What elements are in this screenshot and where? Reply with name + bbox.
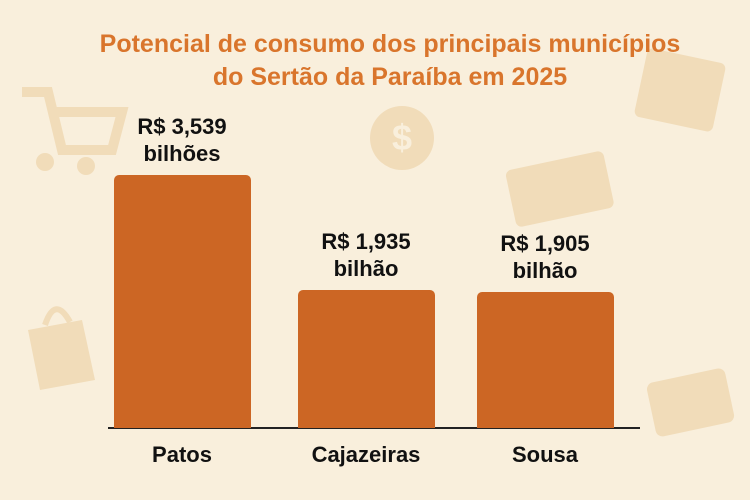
cart-wheel: [36, 153, 54, 171]
bill-icon: [505, 151, 614, 227]
data-label: R$ 3,539 bilhões: [137, 114, 227, 166]
coin-symbol: $: [392, 117, 412, 158]
coin-icon: [370, 106, 434, 170]
x-tick-label: Sousa: [511, 442, 579, 467]
baseline: [108, 427, 640, 429]
tag-icon: [634, 48, 726, 132]
cart-wheel: [77, 157, 95, 175]
data-label: R$ 1,935 bilhão: [321, 228, 411, 281]
bar: [297, 289, 435, 428]
x-tick-label: Patos: [152, 442, 212, 467]
chart-title: Potencial de consumo dos principais muni…: [99, 30, 681, 91]
bag-icon: [28, 320, 95, 390]
bar: [113, 175, 251, 428]
cart-icon: [22, 87, 129, 155]
bar: [476, 291, 614, 428]
data-label: R$ 1,905 bilhão: [500, 230, 590, 283]
x-tick-label: Cajazeiras: [311, 442, 421, 467]
card-icon: [646, 368, 735, 437]
bag-handle: [42, 306, 73, 327]
